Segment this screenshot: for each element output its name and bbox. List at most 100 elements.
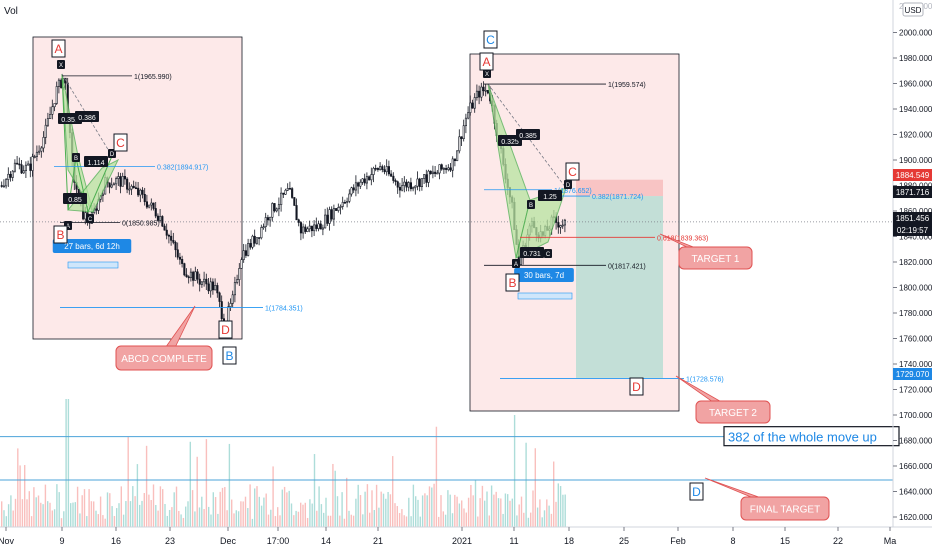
volume-bar (359, 495, 362, 527)
candle-up (372, 167, 375, 175)
volume-bar (224, 487, 226, 527)
candle-down (126, 178, 129, 190)
candle-down (29, 163, 32, 171)
candle-up (13, 162, 16, 172)
volume-bar (435, 426, 438, 527)
volume-bar (451, 513, 454, 527)
candle-up (308, 225, 311, 230)
candle-up (379, 166, 382, 170)
candle-up (53, 103, 56, 108)
candle-up (462, 125, 465, 139)
volume-bar (42, 504, 44, 527)
volume-bar (26, 499, 28, 527)
volume-bar (17, 448, 19, 527)
y-tick-label: 1740.000 (899, 360, 932, 369)
volume-bar (63, 511, 65, 527)
y-tick-label: 1760.000 (899, 335, 932, 344)
y-tick-label: 1700.000 (899, 411, 932, 420)
candle-up (339, 206, 342, 208)
volume-bar (334, 470, 336, 527)
volume-bar (254, 488, 256, 527)
volume-bar (19, 465, 21, 527)
volume-bar (240, 501, 242, 527)
price-axis-value: 1871.716 (896, 188, 930, 197)
volume-bar (548, 505, 550, 527)
candle-down (293, 197, 296, 206)
volume-bar (375, 484, 378, 527)
candle-up (27, 163, 30, 166)
candle-down (198, 278, 201, 285)
candle-down (460, 136, 463, 139)
candle-down (244, 250, 247, 256)
volume-bar (541, 517, 543, 527)
candle-down (163, 225, 166, 231)
volume-bar (495, 491, 497, 527)
volume-bar (93, 501, 95, 527)
callout-text: TARGET 1 (692, 254, 740, 265)
volume-bar (171, 507, 173, 527)
volume-bar (564, 494, 566, 527)
candle-up (469, 102, 472, 113)
volume-bar (325, 497, 327, 527)
volume-bar (343, 518, 346, 527)
candle-up (57, 79, 61, 87)
volume-bar (474, 480, 477, 527)
volume-bar (152, 484, 155, 527)
volume-bar (525, 442, 527, 527)
volume-bar (178, 510, 180, 527)
volume-bar (401, 509, 403, 527)
candle-up (324, 214, 327, 229)
volume-bar (277, 507, 279, 527)
candle-down (409, 182, 413, 190)
candle-up (139, 189, 142, 196)
volume-bar (51, 510, 53, 527)
ratio-badge (520, 247, 544, 258)
volume-bar (125, 501, 127, 527)
volume-bar (465, 512, 467, 527)
candle-up (403, 181, 406, 186)
pattern-point-label: D (566, 183, 571, 189)
candle-down (187, 276, 190, 279)
callout-text: FINAL TARGET (750, 505, 820, 516)
volume-bar (88, 489, 90, 527)
currency-button[interactable]: USD (902, 2, 924, 17)
ratio-badge (516, 129, 540, 140)
wave-letter: B (56, 228, 64, 242)
candle-up (49, 113, 52, 119)
candle-down (449, 167, 452, 171)
volume-bar (270, 509, 272, 527)
volume-bar (392, 456, 394, 527)
volume-bar (527, 517, 530, 527)
volume-bar (396, 506, 398, 527)
fib-level-label: 0(1850.985) (122, 220, 160, 227)
volume-bar (281, 489, 283, 527)
fib-level-label: 1(1784.351) (265, 305, 303, 312)
candle-up (55, 86, 58, 104)
x-tick-label: Feb (670, 536, 686, 546)
volume-bar (523, 512, 525, 527)
candle-down (178, 256, 181, 260)
pattern-point-label: B (529, 203, 533, 209)
candle-up (46, 118, 50, 126)
volume-bar (111, 506, 113, 527)
candle-up (233, 282, 236, 296)
price-axis-value: 1729.070 (896, 370, 930, 379)
candle-down (315, 224, 318, 229)
wave-letter: D (632, 380, 641, 394)
volume-bar (513, 415, 516, 527)
volume-bar (7, 504, 10, 527)
candle-up (148, 204, 151, 208)
volume-bar (536, 507, 539, 527)
volume-bar (3, 510, 5, 527)
volume-bar (408, 497, 410, 527)
volume-bar (217, 513, 219, 527)
wave-letter-box (222, 346, 237, 365)
candle-up (431, 171, 435, 175)
callout-text: ABCD COMPLETE (121, 354, 207, 365)
volume-bar (251, 518, 254, 527)
candle-down (330, 209, 333, 220)
volume-bar (182, 517, 185, 527)
volume-bar (486, 491, 488, 527)
